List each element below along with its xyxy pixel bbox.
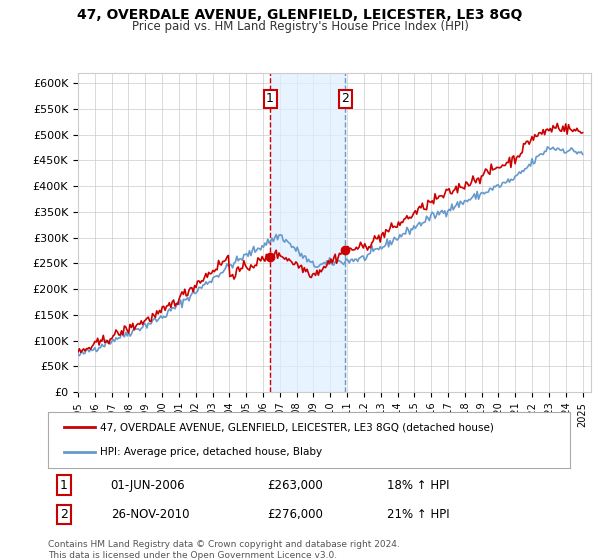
- Text: 2: 2: [341, 92, 349, 105]
- Text: 21% ↑ HPI: 21% ↑ HPI: [388, 508, 450, 521]
- Text: 1: 1: [60, 479, 68, 492]
- Text: 18% ↑ HPI: 18% ↑ HPI: [388, 479, 450, 492]
- Text: 26-NOV-2010: 26-NOV-2010: [110, 508, 189, 521]
- Bar: [270, 73, 346, 392]
- Text: £263,000: £263,000: [267, 479, 323, 492]
- Text: Contains HM Land Registry data © Crown copyright and database right 2024.
This d: Contains HM Land Registry data © Crown c…: [48, 540, 400, 560]
- Text: 47, OVERDALE AVENUE, GLENFIELD, LEICESTER, LE3 8GQ (detached house): 47, OVERDALE AVENUE, GLENFIELD, LEICESTE…: [100, 422, 494, 432]
- Text: 47, OVERDALE AVENUE, GLENFIELD, LEICESTER, LE3 8GQ: 47, OVERDALE AVENUE, GLENFIELD, LEICESTE…: [77, 8, 523, 22]
- Text: 2: 2: [60, 508, 68, 521]
- Text: £276,000: £276,000: [267, 508, 323, 521]
- Text: 1: 1: [266, 92, 274, 105]
- Text: 01-JUN-2006: 01-JUN-2006: [110, 479, 185, 492]
- Text: Price paid vs. HM Land Registry's House Price Index (HPI): Price paid vs. HM Land Registry's House …: [131, 20, 469, 32]
- Text: HPI: Average price, detached house, Blaby: HPI: Average price, detached house, Blab…: [100, 447, 322, 457]
